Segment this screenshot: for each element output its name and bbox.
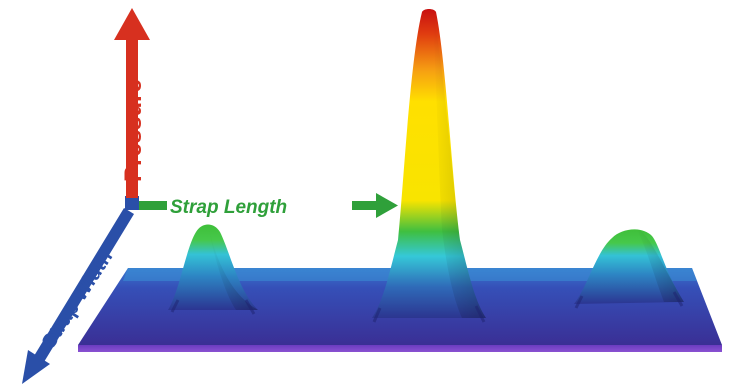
left-peak [168,224,258,315]
pressure-axis-label: Pressure [120,79,147,182]
strap-length-axis-label: Strap Length [170,197,287,218]
pressure-axis-shaft [126,40,138,198]
center-peak [372,9,486,323]
strap-length-axis: Strap Length [139,193,398,218]
pressure-axis: Pressure [114,8,150,198]
right-peak [574,228,684,309]
strap-length-arrow-head [376,193,398,218]
pressure-arrow-head [114,8,150,40]
strap-width-arrow-head [22,350,50,384]
axis-origin [125,196,139,210]
plate-front-edge [78,345,722,352]
strap-length-axis-shaft-left [139,201,167,210]
strap-width-axis-shaft [34,208,134,362]
strap-length-axis-shaft-right [352,201,378,210]
